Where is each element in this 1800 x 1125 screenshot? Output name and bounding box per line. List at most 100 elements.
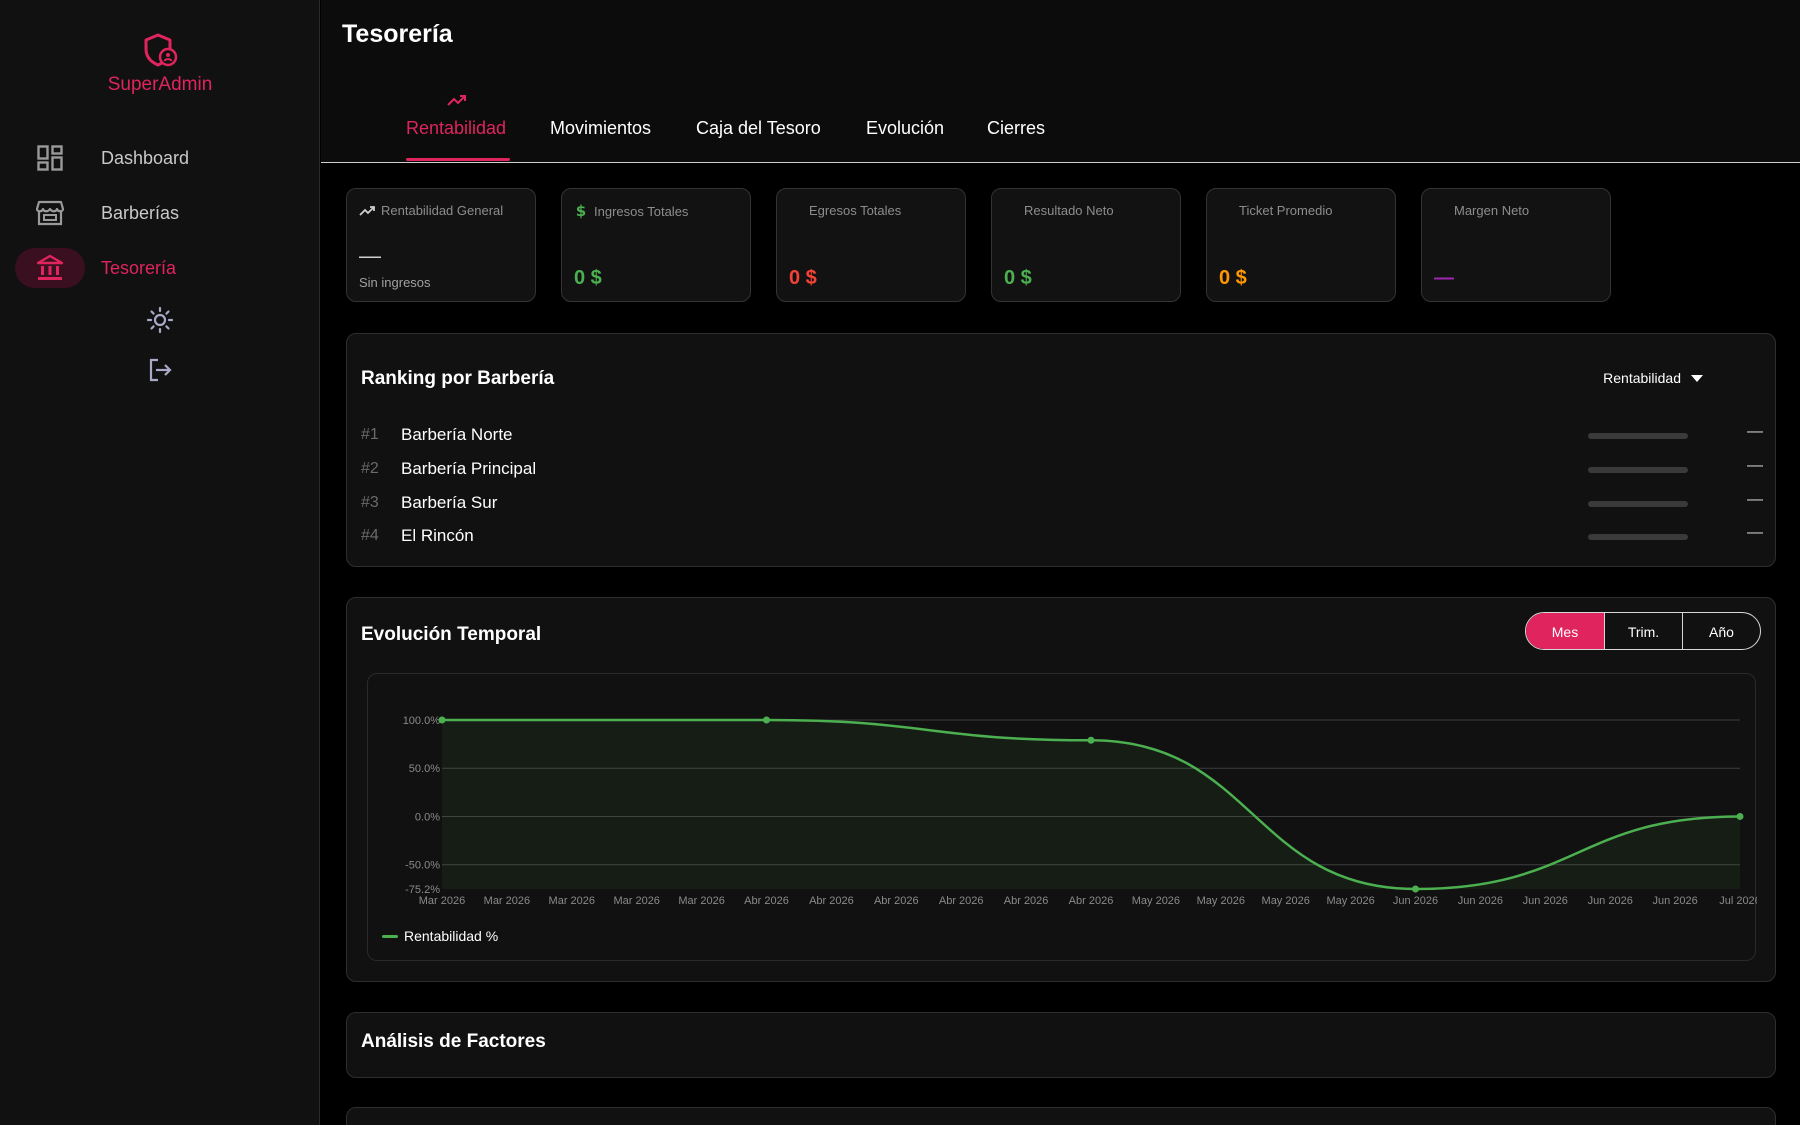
x-tick-label: May 2026 <box>1197 895 1245 907</box>
x-tick-label: Jun 2026 <box>1393 895 1438 907</box>
x-tick-label: Abr 2026 <box>1069 895 1114 907</box>
ranking-row[interactable]: #3 Barbería Sur — <box>361 488 1763 518</box>
x-tick-label: May 2026 <box>1326 895 1374 907</box>
ranking-row[interactable]: #2 Barbería Principal — <box>361 454 1763 484</box>
trending-up-icon <box>447 95 466 106</box>
kpi-title: Rentabilidad General <box>381 203 504 218</box>
sidebar-item-tesoreria[interactable]: Tesorería <box>14 247 306 289</box>
period-quarter-button[interactable]: Trim. <box>1604 613 1682 649</box>
y-tick-label: -75.2% <box>405 884 440 896</box>
rank-bar <box>1588 467 1688 473</box>
rank-name: Barbería Principal <box>401 459 537 478</box>
rank-number: #3 <box>361 494 379 511</box>
x-tick-label: Abr 2026 <box>874 895 919 907</box>
rank-bar <box>1588 501 1688 507</box>
y-tick-label: 50.0% <box>409 763 440 775</box>
period-month-button[interactable]: Mes <box>1526 613 1604 649</box>
data-point <box>438 716 446 724</box>
logout-button[interactable] <box>145 355 175 385</box>
page-title: Tesorería <box>342 20 453 48</box>
x-tick-label: Abr 2026 <box>1004 895 1049 907</box>
kpi-value: — <box>359 243 381 268</box>
rank-number: #4 <box>361 527 379 544</box>
rank-number: #2 <box>361 460 379 477</box>
header: Tesorería Rentabilidad Movimientos Caja … <box>321 0 1800 163</box>
rank-value: — <box>1747 423 1763 440</box>
ranking-row[interactable]: #4 El Rincón — <box>361 521 1763 551</box>
y-tick-label: 100.0% <box>403 715 441 727</box>
data-point <box>1412 885 1419 893</box>
rank-name: El Rincón <box>401 526 474 545</box>
x-tick-label: Mar 2026 <box>549 895 595 907</box>
shield-user-icon <box>144 33 178 67</box>
tab-cierres[interactable]: Cierres <box>987 118 1046 138</box>
rank-bar <box>1588 534 1688 540</box>
evolution-chart: 100.0% 50.0% 0.0% -50.0% -75.2% Mar 2026 Mar 2… <box>367 673 1761 961</box>
evolution-panel: Evolución Temporal Mes Trim. Año 100.0% 5… <box>346 597 1776 982</box>
x-tick-label: Abr 2026 <box>939 895 984 907</box>
rank-bar <box>1588 433 1688 439</box>
sidebar-item-label: Tesorería <box>101 257 177 278</box>
x-tick-label: Jun 2026 <box>1523 895 1568 907</box>
rank-value: — <box>1747 457 1763 474</box>
ranking-row[interactable]: #1 Barbería Norte — <box>361 420 1763 450</box>
x-tick-label: Mar 2026 <box>678 895 724 907</box>
rank-name: Barbería Norte <box>401 425 513 444</box>
series-line <box>442 718 1741 891</box>
kpi-value: 0 $ <box>574 267 602 289</box>
tab-rentabilidad[interactable]: Rentabilidad <box>406 118 507 138</box>
kpi-title: Ingresos Totales <box>594 203 689 219</box>
x-tick-label: Abr 2026 <box>809 895 854 907</box>
sidebar-item-label: Dashboard <box>101 147 190 168</box>
store-icon <box>36 200 64 226</box>
series-area <box>442 720 1740 889</box>
x-tick-label: May 2026 <box>1262 895 1310 907</box>
sidebar-item-label: Barberías <box>101 202 180 223</box>
kpi-card-resultado-neto: Resultado Neto 0 $ <box>991 188 1181 302</box>
kpi-value: — <box>1434 267 1454 289</box>
svg-text:$: $ <box>576 203 586 219</box>
kpi-title: Ticket Promedio <box>1239 203 1333 218</box>
bank-icon <box>36 254 64 280</box>
tab-movimientos[interactable]: Movimientos <box>550 118 652 138</box>
sidebar-item-barberias[interactable]: Barberías <box>14 192 306 234</box>
kpi-subtitle: Sin ingresos <box>359 275 431 290</box>
sidebar-item-dashboard[interactable]: Dashboard <box>14 137 306 179</box>
factors-panel: Análisis de Factores <box>346 1012 1776 1078</box>
ranking-title: Ranking por Barbería <box>361 368 555 389</box>
brand-name: SuperAdmin <box>107 74 213 95</box>
rank-value: — <box>1747 491 1763 508</box>
rank-value: — <box>1747 524 1763 541</box>
period-year-button[interactable]: Año <box>1682 613 1760 649</box>
x-tick-label: Mar 2026 <box>613 895 659 907</box>
kpi-card-ingresos-totales: $ Ingresos Totales 0 $ <box>561 188 751 302</box>
rank-name: Barbería Sur <box>401 493 498 512</box>
dashboard-icon <box>37 145 63 171</box>
kpi-value: 0 $ <box>1004 267 1032 289</box>
kpi-value: 0 $ <box>1219 267 1247 289</box>
data-point <box>1087 736 1095 744</box>
tab-caja-del-tesoro[interactable]: Caja del Tesoro <box>696 118 821 138</box>
theme-toggle-button[interactable] <box>145 305 175 335</box>
kpi-card-margen-neto: Margen Neto — <box>1421 188 1611 302</box>
kpi-card-egresos-totales: Egresos Totales 0 $ <box>776 188 966 302</box>
ranking-panel: Ranking por Barbería Rentabilidad #1 Bar… <box>346 333 1776 567</box>
chart-svg: 100.0%50.0%0.0%-50.0%-75.2%Mar 2026 Mar 2… <box>403 715 1761 907</box>
next-panel <box>346 1107 1776 1125</box>
brand: SuperAdmin <box>0 30 320 96</box>
x-tick-label: Mar 2026 <box>484 895 530 907</box>
tab-evolucion[interactable]: Evolución <box>866 118 945 138</box>
kpi-card-ticket-promedio: Ticket Promedio 0 $ <box>1206 188 1396 302</box>
tab-indicator <box>406 158 510 161</box>
evolution-title: Evolución Temporal <box>361 624 542 645</box>
kpi-title: Egresos Totales <box>809 203 902 218</box>
trending-up-icon <box>359 205 375 216</box>
rank-number: #1 <box>361 426 379 443</box>
sun-icon <box>146 306 174 334</box>
caret-down-icon <box>1691 374 1703 382</box>
y-tick-label: 0.0% <box>415 811 440 823</box>
sidebar: SuperAdmin Dashboard Barberías <box>0 0 320 1125</box>
legend-swatch <box>382 934 398 938</box>
ranking-sort-select[interactable]: Rentabilidad <box>1603 370 1703 386</box>
x-tick-label: Jun 2026 <box>1652 895 1697 907</box>
